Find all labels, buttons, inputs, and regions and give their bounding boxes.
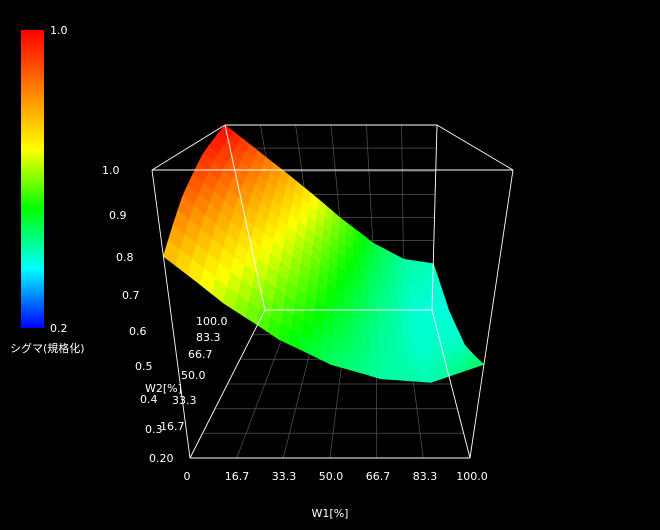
x-axis-title: W1[%] (312, 507, 349, 520)
x-tick-label: 66.7 (366, 470, 391, 483)
surface-patch (468, 359, 485, 369)
z-tick-label: 0.20 (149, 452, 174, 465)
y-tick-label: 33.3 (172, 394, 197, 407)
z-tick-label: 0.6 (129, 325, 147, 338)
x-tick-label: 33.3 (272, 470, 297, 483)
box-edge (151, 124, 226, 171)
box-edge (469, 169, 514, 459)
z-tick-label: 0.5 (135, 360, 153, 373)
surface-patch (379, 356, 391, 370)
x-tick-label: 83.3 (413, 470, 438, 483)
box-edge (151, 169, 191, 459)
colorbar-min-label: 0.2 (50, 322, 68, 335)
z-tick-label: 0.4 (140, 393, 158, 406)
colorbar-title: シグマ(規格化) (10, 341, 85, 355)
box-edge (436, 124, 514, 171)
x-tick-label: 0 (184, 470, 191, 483)
bounding-box (151, 124, 514, 459)
colorbar (21, 30, 44, 328)
y-tick-label: 66.7 (188, 348, 213, 361)
colorbar-max-label: 1.0 (50, 24, 68, 37)
x-tick-label: 16.7 (225, 470, 250, 483)
surface-patch (378, 346, 390, 360)
z-tick-label: 0.8 (116, 251, 134, 264)
y-tick-label: 83.3 (196, 331, 221, 344)
y-tick-label: 50.0 (181, 369, 206, 382)
surface-patch (380, 367, 392, 380)
y-tick-label: 100.0 (196, 315, 228, 328)
box-edge (431, 124, 438, 311)
z-tick-label: 0.9 (109, 209, 127, 222)
x-tick-label: 50.0 (319, 470, 344, 483)
surface-patch (389, 368, 402, 381)
box-edge (431, 309, 471, 459)
box-edge (189, 309, 266, 459)
surface-mesh (163, 124, 485, 383)
y-tick-label: 16.7 (160, 420, 185, 433)
z-tick-label: 0.3 (145, 423, 163, 436)
x-tick-label: 100.0 (456, 470, 488, 483)
z-tick-label: 0.7 (122, 289, 140, 302)
z-tick-label: 1.0 (102, 164, 120, 177)
y-axis-title: W2[%] (145, 382, 182, 395)
box-edge (224, 124, 266, 311)
